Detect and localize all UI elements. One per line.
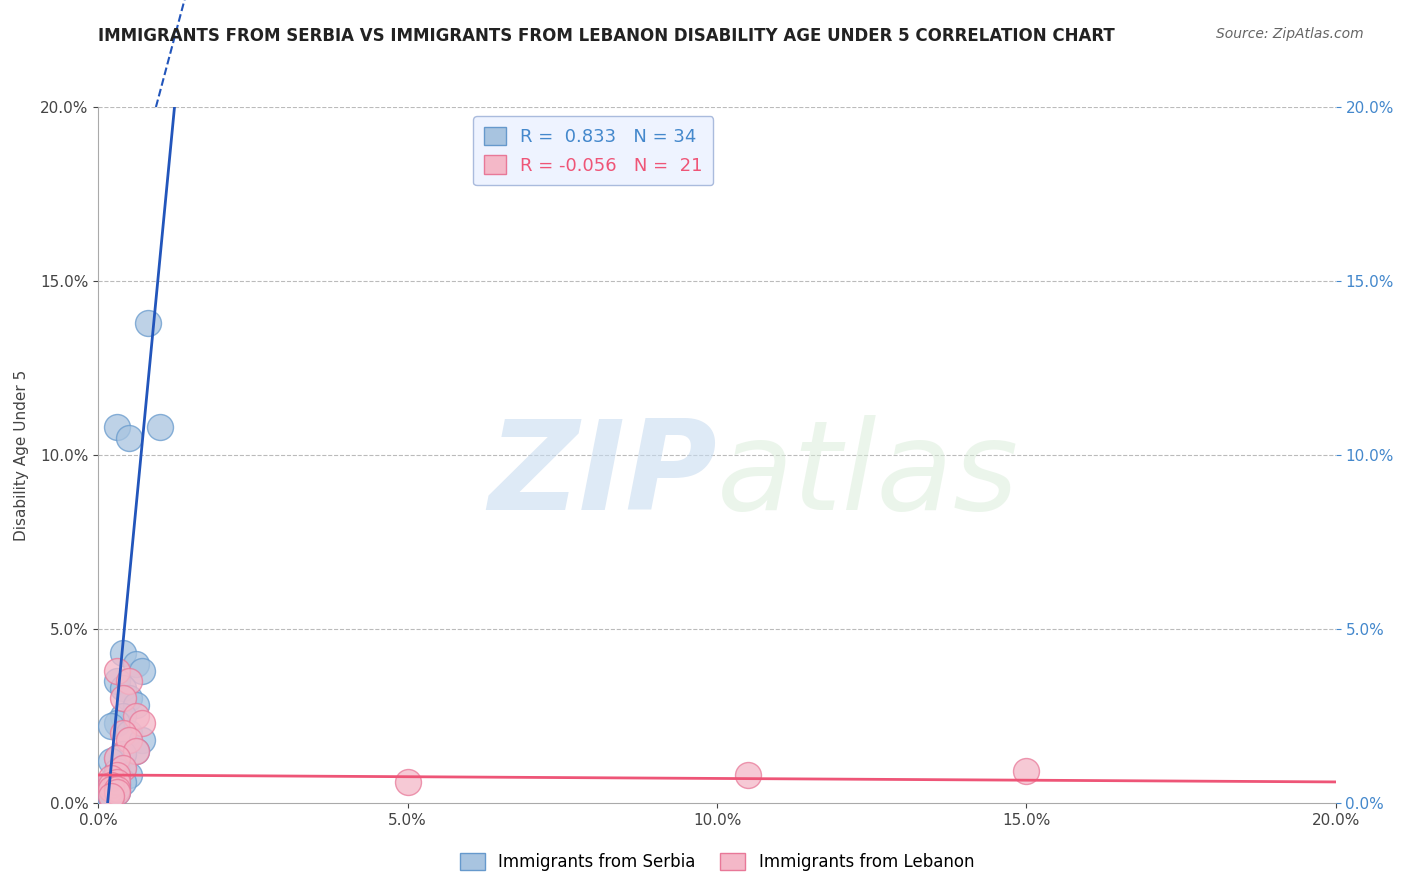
Point <box>118 431 141 445</box>
Point <box>118 726 141 740</box>
Point <box>93 789 115 803</box>
Point <box>100 778 122 792</box>
Text: IMMIGRANTS FROM SERBIA VS IMMIGRANTS FROM LEBANON DISABILITY AGE UNDER 5 CORRELA: IMMIGRANTS FROM SERBIA VS IMMIGRANTS FRO… <box>98 27 1115 45</box>
Point <box>105 664 128 678</box>
Point <box>1015 764 1038 779</box>
Point <box>105 785 128 799</box>
Point <box>105 674 128 689</box>
Point <box>396 775 419 789</box>
Y-axis label: Disability Age Under 5: Disability Age Under 5 <box>14 369 30 541</box>
Point <box>105 750 128 764</box>
Text: Source: ZipAtlas.com: Source: ZipAtlas.com <box>1216 27 1364 41</box>
Point <box>105 778 128 792</box>
Point <box>112 761 135 775</box>
Point <box>124 657 146 671</box>
Point <box>100 775 122 789</box>
Point <box>112 747 135 761</box>
Point <box>112 681 135 695</box>
Point <box>118 768 141 782</box>
Point <box>100 792 122 806</box>
Point <box>100 719 122 733</box>
Point <box>93 792 115 806</box>
Point <box>105 768 128 782</box>
Point <box>100 754 122 768</box>
Point <box>112 646 135 660</box>
Point <box>124 744 146 758</box>
Point <box>124 708 146 723</box>
Point <box>105 420 128 434</box>
Point <box>112 726 135 740</box>
Point <box>112 708 135 723</box>
Point <box>131 733 153 747</box>
Point <box>112 775 135 789</box>
Point <box>118 691 141 706</box>
Point <box>149 420 172 434</box>
Point <box>131 664 153 678</box>
Point <box>105 772 128 786</box>
Point <box>100 789 122 803</box>
Point <box>131 715 153 730</box>
Point <box>105 781 128 796</box>
Point <box>105 775 128 789</box>
Point <box>124 698 146 713</box>
Point <box>100 781 122 796</box>
Text: ZIP: ZIP <box>488 416 717 536</box>
Point <box>105 785 128 799</box>
Point <box>100 785 122 799</box>
Legend: Immigrants from Serbia, Immigrants from Lebanon: Immigrants from Serbia, Immigrants from … <box>453 847 981 878</box>
Point <box>105 764 128 779</box>
Point <box>105 715 128 730</box>
Point <box>112 761 135 775</box>
Point <box>118 733 141 747</box>
Point <box>105 750 128 764</box>
Point <box>118 674 141 689</box>
Point <box>100 789 122 803</box>
Point <box>737 768 759 782</box>
Point <box>100 772 122 786</box>
Point <box>100 781 122 796</box>
Point <box>124 744 146 758</box>
Text: atlas: atlas <box>717 416 1019 536</box>
Point <box>136 316 159 330</box>
Point <box>112 691 135 706</box>
